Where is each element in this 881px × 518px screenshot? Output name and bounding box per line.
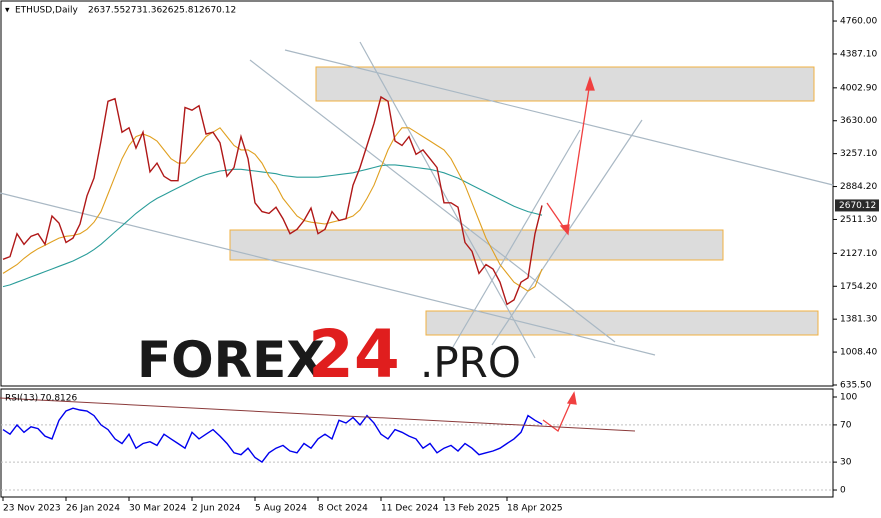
ohlc-value: 2731.36: [125, 6, 162, 16]
x-tick-label: 5 Aug 2024: [255, 504, 307, 514]
y-tick-label: 1008.40: [840, 348, 877, 358]
last-price-label: 2670.12: [839, 201, 876, 211]
x-tick-label: 13 Feb 2025: [444, 504, 500, 514]
y-tick-label: 1381.30: [840, 315, 877, 325]
y-tick-label: 2884.20: [840, 182, 877, 192]
y-tick-label: 2511.30: [840, 215, 877, 225]
y-tick-label: 4002.90: [840, 83, 877, 93]
y-tick-label: 2127.10: [840, 249, 877, 259]
y-tick-label: 3630.00: [840, 116, 877, 126]
x-tick-label: 30 Mar 2024: [129, 504, 186, 514]
ohlc-value: 2670.12: [199, 6, 236, 16]
trend-line: [449, 129, 581, 353]
resistance-zone: [315, 66, 815, 102]
forecast-arrow: [542, 396, 574, 433]
y-tick-label: 3257.10: [840, 149, 877, 159]
indicator-value: 70.8126: [40, 394, 77, 404]
support-zone: [425, 310, 819, 336]
y-tick-label: 4387.10: [840, 49, 877, 59]
y-tick-label: 1754.20: [840, 282, 877, 292]
trend-line: [0, 192, 656, 356]
chart-title: ▾: [5, 6, 10, 16]
watermark: 24: [308, 316, 400, 393]
x-tick-label: 8 Oct 2024: [318, 504, 368, 514]
x-tick-label: 18 Apr 2025: [507, 504, 563, 514]
trend-lines: [0, 41, 834, 359]
x-tick-label: 2 Jun 2024: [192, 504, 241, 514]
y-tick-label: 635.50: [840, 380, 872, 390]
rsi-panel: [0, 388, 834, 498]
indicator-title: RSI(13): [5, 394, 38, 404]
forecast-arrows: [542, 75, 595, 433]
watermark: .PRO: [420, 338, 521, 387]
indicator-line: [2, 407, 543, 464]
trend-line: [249, 59, 616, 343]
trend-line: [359, 41, 536, 359]
x-tick-label: 11 Dec 2024: [381, 504, 439, 514]
x-tick-label: 23 Nov 2023: [3, 504, 61, 514]
arrow-head: [585, 75, 595, 91]
price-line: [2, 95, 543, 306]
indicator-line: [2, 127, 543, 292]
y-tick-label: 30: [840, 458, 852, 468]
ohlc-value: 2625.81: [162, 6, 199, 16]
ohlc-value: 2637.55: [88, 6, 125, 16]
indicator-line: [2, 164, 543, 288]
chart-title: ETHUSD,Daily: [15, 6, 78, 16]
rsi-trend-line: [0, 397, 636, 432]
plot-layer: [1, 95, 833, 491]
y-tick-label: 0: [840, 486, 846, 496]
watermark: FOREX: [137, 331, 325, 389]
y-tick-label: 4760.00: [840, 17, 877, 27]
arrow-head: [566, 391, 577, 405]
x-tick-label: 26 Jan 2024: [66, 504, 120, 514]
y-tick-label: 100: [840, 393, 857, 403]
y-tick-label: 70: [840, 420, 852, 430]
arrow-head: [559, 224, 570, 236]
last-price-box: [835, 199, 879, 212]
